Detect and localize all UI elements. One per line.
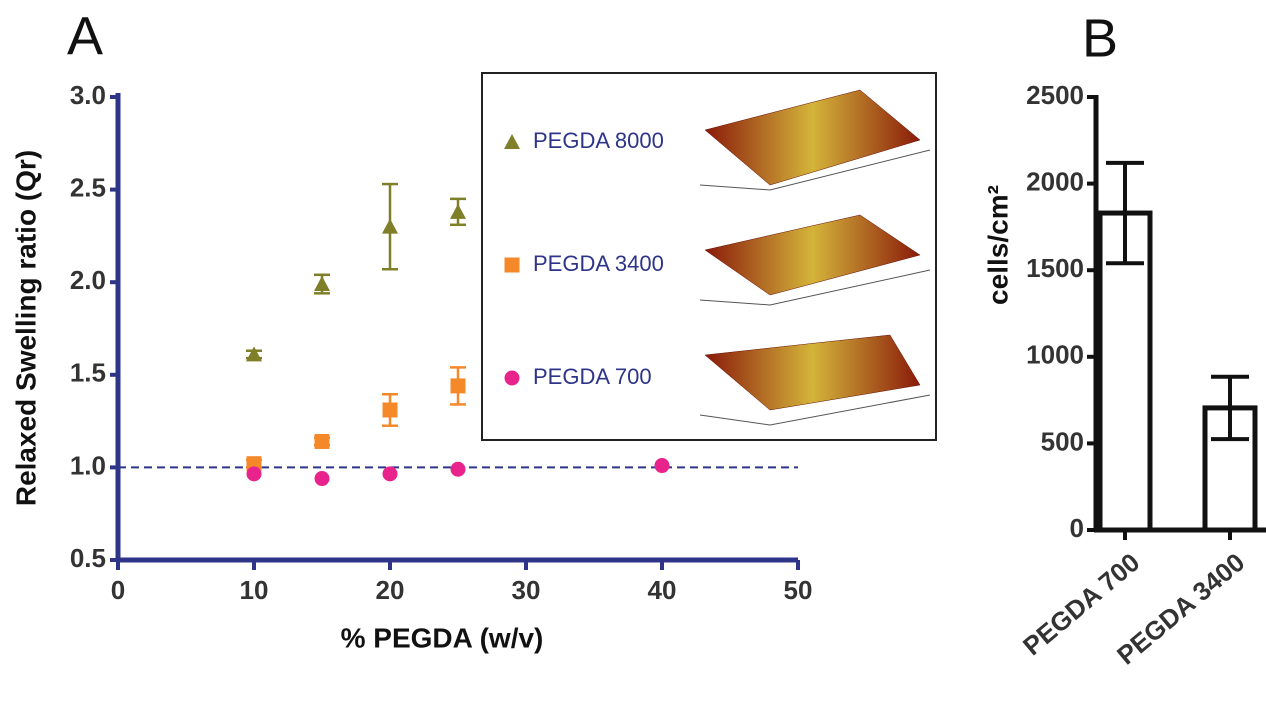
marker bbox=[383, 466, 398, 481]
marker bbox=[655, 458, 670, 473]
y-tick-label: 2.5 bbox=[70, 172, 106, 202]
y-tick-label: 500 bbox=[1041, 426, 1084, 456]
marker bbox=[383, 402, 398, 417]
x-tick-label: 30 bbox=[512, 575, 541, 605]
marker bbox=[314, 276, 330, 291]
y-tick-label: 1500 bbox=[1026, 253, 1084, 283]
marker bbox=[382, 219, 398, 234]
y-tick-label: 2000 bbox=[1026, 166, 1084, 196]
legend-label: PEGDA 8000 bbox=[533, 128, 664, 153]
marker bbox=[246, 346, 262, 361]
y-tick-label: 2.0 bbox=[70, 265, 106, 295]
y-tick-label: 2500 bbox=[1026, 80, 1084, 110]
marker bbox=[451, 378, 466, 393]
panel-label: A bbox=[67, 6, 103, 66]
y-tick-label: 1.0 bbox=[70, 450, 106, 480]
marker bbox=[451, 462, 466, 477]
legend-label: PEGDA 700 bbox=[533, 364, 652, 389]
marker bbox=[247, 466, 262, 481]
figure: A % PEGDA (w/v) Relaxed Swelling ratio (Qr… bbox=[0, 0, 1266, 702]
legend-label: PEGDA 3400 bbox=[533, 251, 664, 276]
x-tick-label: 0 bbox=[111, 575, 125, 605]
panel-label: B bbox=[1082, 8, 1118, 68]
x-tick-label: 40 bbox=[648, 575, 677, 605]
y-tick-label: 1.5 bbox=[70, 358, 106, 388]
x-tick-label: 20 bbox=[376, 575, 405, 605]
marker bbox=[505, 258, 520, 273]
marker bbox=[315, 471, 330, 486]
x-tick-label: 50 bbox=[784, 575, 813, 605]
y-tick-label: 0.5 bbox=[70, 543, 106, 573]
y-tick-label: 0 bbox=[1070, 513, 1084, 543]
y-tick-label: 1000 bbox=[1026, 340, 1084, 370]
y-tick-label: 3.0 bbox=[70, 80, 106, 110]
marker bbox=[505, 371, 520, 386]
x-tick-label: 10 bbox=[240, 575, 269, 605]
marker bbox=[450, 204, 466, 219]
marker bbox=[315, 434, 330, 449]
afm-images bbox=[700, 90, 930, 425]
y-axis-label: cells/cm² bbox=[982, 185, 1013, 305]
x-axis-label: % PEGDA (w/v) bbox=[341, 622, 544, 653]
y-axis-label: Relaxed Swelling ratio (Qr) bbox=[10, 150, 41, 506]
